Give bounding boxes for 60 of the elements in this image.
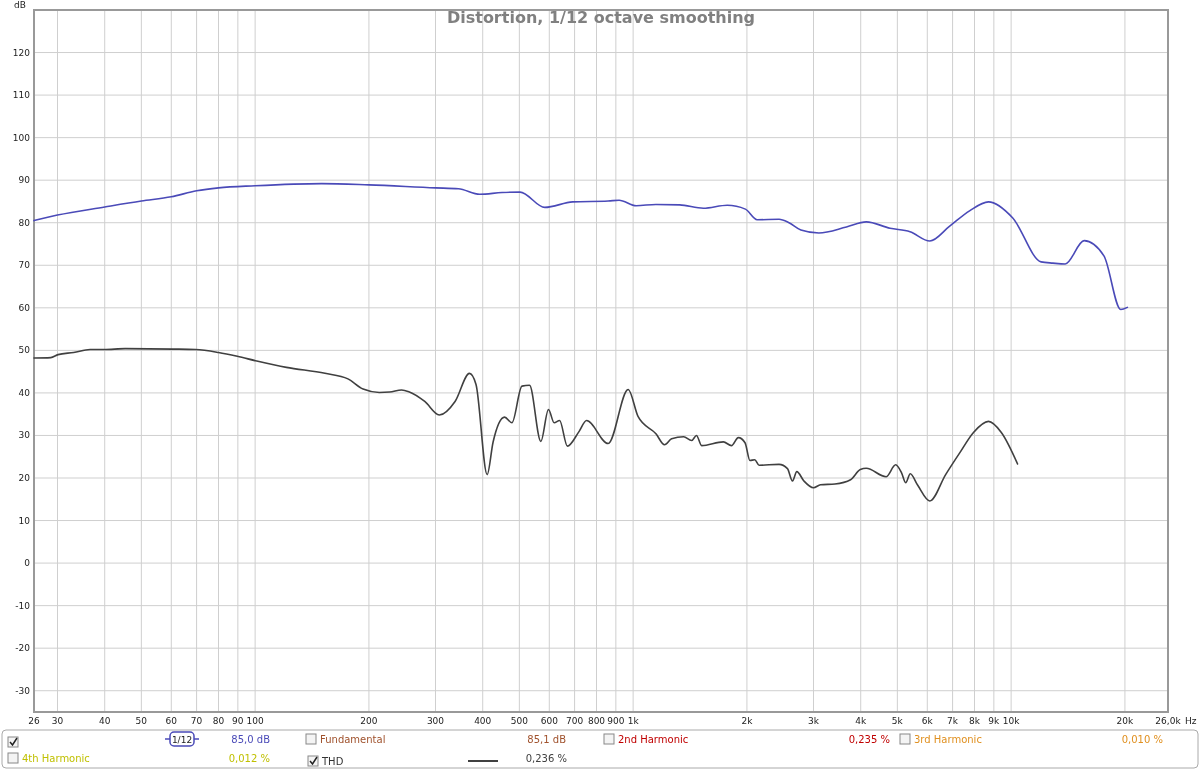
x-tick-label: 1k bbox=[627, 716, 640, 726]
text: 0,236 % bbox=[525, 753, 567, 764]
text: 0,235 % bbox=[848, 734, 890, 745]
x-tick-label: 70 bbox=[190, 716, 203, 726]
y-tick-label: 60 bbox=[18, 302, 31, 313]
x-tick-label: 6k bbox=[921, 716, 934, 726]
x-tick-label: 50 bbox=[135, 716, 148, 726]
y-tick-label: -20 bbox=[15, 643, 31, 654]
x-tick-label: 26,0k bbox=[1155, 716, 1182, 726]
x-tick-label: 20k bbox=[1116, 716, 1135, 726]
x-tick-label: 600 bbox=[540, 716, 559, 726]
text: 4th Harmonic bbox=[22, 753, 90, 764]
text: 0,012 % bbox=[228, 753, 270, 764]
x-tick-label: 5k bbox=[891, 716, 904, 726]
y-tick-label: 110 bbox=[12, 90, 31, 101]
x-tick-label: 90 bbox=[232, 716, 244, 726]
text: 0,010 % bbox=[1121, 734, 1163, 745]
x-tick-label: 200 bbox=[360, 716, 378, 726]
y-tick-label: 10 bbox=[18, 515, 31, 526]
y-tick-label: 90 bbox=[18, 175, 31, 186]
text: 3rd Harmonic bbox=[914, 734, 982, 745]
text: THD bbox=[321, 756, 344, 767]
x-tick-label: 40 bbox=[98, 716, 111, 726]
x-tick-label: 80 bbox=[212, 716, 225, 726]
x-tick-label: 4k bbox=[855, 716, 867, 726]
x-tick-label: 26 bbox=[28, 716, 40, 726]
y-tick-label: 120 bbox=[12, 47, 31, 58]
y-tick-label: 80 bbox=[18, 217, 31, 228]
y-tick-label: 0 bbox=[24, 558, 31, 569]
x-tick-label: 900 bbox=[607, 716, 625, 726]
y-tick-label: 50 bbox=[18, 345, 31, 356]
y-tick-label: 70 bbox=[18, 260, 31, 271]
x-axis-title: Hz bbox=[1185, 716, 1197, 726]
y-tick-label: 20 bbox=[18, 473, 31, 483]
x-tick-label: 400 bbox=[474, 716, 492, 726]
x-tick-label: 30 bbox=[51, 716, 64, 726]
text: 2nd Harmonic bbox=[618, 734, 689, 745]
y-tick-label: 40 bbox=[18, 387, 31, 398]
x-tick-label: 9k bbox=[988, 716, 1001, 726]
y-tick-label: 30 bbox=[18, 430, 31, 441]
x-tick-label: 800 bbox=[587, 716, 606, 726]
x-tick-label: 100 bbox=[246, 716, 264, 726]
x-tick-label: 500 bbox=[510, 716, 529, 726]
text: Fundamental bbox=[320, 734, 386, 745]
x-tick-label: 7k bbox=[947, 716, 959, 726]
chart-title: Distortion, 1/12 octave smoothing bbox=[446, 8, 756, 27]
text: 85,0 dB bbox=[231, 734, 271, 745]
y-axis-title: dB bbox=[14, 0, 26, 10]
x-tick-label: 60 bbox=[165, 716, 178, 726]
y-tick-label: 100 bbox=[12, 132, 31, 143]
y-tick-label: -10 bbox=[15, 600, 31, 611]
x-tick-label: 10k bbox=[1002, 716, 1021, 726]
x-tick-label: 300 bbox=[426, 716, 445, 726]
x-tick-label: 3k bbox=[808, 716, 820, 726]
y-tick-label: -30 bbox=[15, 685, 31, 696]
x-tick-label: 700 bbox=[565, 716, 584, 726]
text: 85,1 dB bbox=[527, 734, 567, 745]
x-tick-label: 8k bbox=[969, 716, 981, 726]
x-tick-label: 2k bbox=[741, 716, 754, 726]
text: 1/12 bbox=[171, 735, 193, 745]
